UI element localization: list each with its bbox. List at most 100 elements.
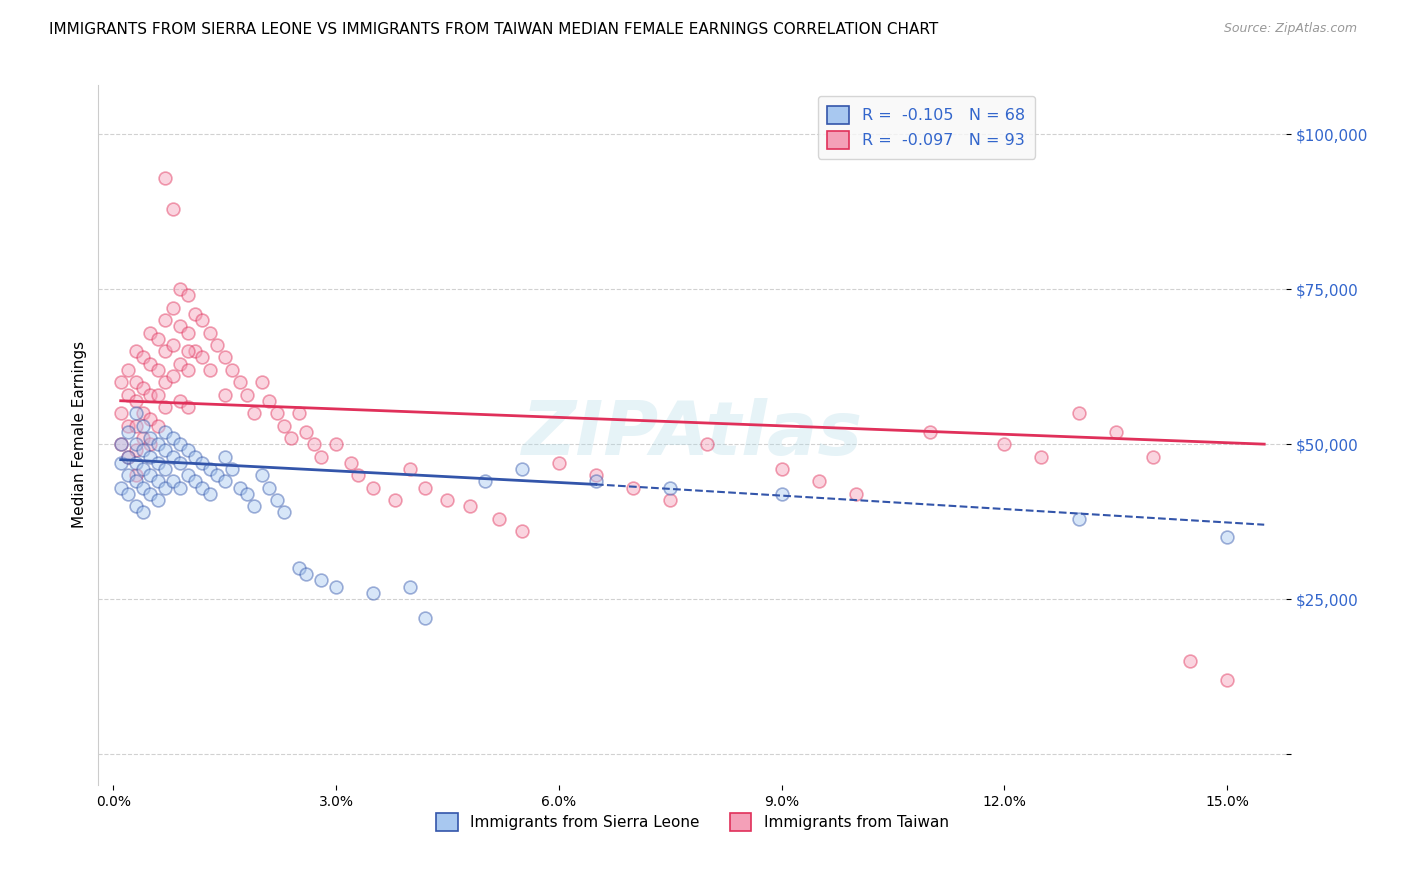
Point — [110, 406, 132, 420]
Point — [169, 393, 191, 408]
Point — [198, 486, 221, 500]
Point — [176, 344, 198, 359]
Point — [257, 481, 280, 495]
Point — [132, 431, 155, 445]
Point — [155, 375, 177, 389]
Point — [110, 456, 132, 470]
Point — [1067, 511, 1090, 525]
Point — [184, 344, 207, 359]
Point — [184, 307, 207, 321]
Point — [139, 437, 162, 451]
Point — [110, 375, 132, 389]
Point — [510, 524, 533, 538]
Point — [214, 475, 236, 489]
Point — [1067, 406, 1090, 420]
Point — [162, 431, 184, 445]
Point — [155, 400, 177, 414]
Point — [236, 486, 259, 500]
Point — [124, 475, 146, 489]
Point — [146, 387, 169, 401]
Point — [250, 468, 273, 483]
Point — [243, 499, 266, 513]
Point — [458, 499, 481, 513]
Point — [117, 486, 139, 500]
Text: Source: ZipAtlas.com: Source: ZipAtlas.com — [1223, 22, 1357, 36]
Point — [920, 425, 942, 439]
Point — [280, 431, 302, 445]
Point — [124, 418, 146, 433]
Point — [325, 437, 347, 451]
Point — [257, 393, 280, 408]
Point — [807, 475, 830, 489]
Text: IMMIGRANTS FROM SIERRA LEONE VS IMMIGRANTS FROM TAIWAN MEDIAN FEMALE EARNINGS CO: IMMIGRANTS FROM SIERRA LEONE VS IMMIGRAN… — [49, 22, 938, 37]
Point — [155, 170, 177, 185]
Point — [139, 486, 162, 500]
Point — [124, 393, 146, 408]
Point — [117, 418, 139, 433]
Point — [325, 580, 347, 594]
Point — [309, 450, 332, 464]
Point — [221, 363, 243, 377]
Point — [146, 456, 169, 470]
Point — [162, 338, 184, 352]
Point — [361, 481, 384, 495]
Point — [273, 505, 295, 519]
Point — [207, 338, 229, 352]
Point — [198, 462, 221, 476]
Point — [132, 418, 155, 433]
Point — [302, 437, 325, 451]
Point — [139, 450, 162, 464]
Point — [228, 375, 250, 389]
Point — [340, 456, 363, 470]
Point — [169, 282, 191, 296]
Text: ZIPAtlas: ZIPAtlas — [522, 399, 863, 471]
Point — [288, 561, 311, 575]
Point — [146, 437, 169, 451]
Point — [146, 475, 169, 489]
Point — [309, 574, 332, 588]
Point — [191, 456, 214, 470]
Point — [696, 437, 718, 451]
Point — [124, 406, 146, 420]
Point — [413, 481, 436, 495]
Point — [132, 481, 155, 495]
Point — [146, 363, 169, 377]
Point — [124, 375, 146, 389]
Point — [236, 387, 259, 401]
Point — [155, 462, 177, 476]
Point — [110, 481, 132, 495]
Point — [169, 437, 191, 451]
Point — [139, 431, 162, 445]
Point — [132, 351, 155, 365]
Point — [1178, 654, 1201, 668]
Point — [117, 450, 139, 464]
Point — [436, 492, 458, 507]
Point — [146, 492, 169, 507]
Point — [139, 387, 162, 401]
Point — [176, 326, 198, 340]
Point — [169, 481, 191, 495]
Point — [770, 486, 793, 500]
Point — [155, 443, 177, 458]
Point — [1216, 673, 1239, 687]
Point — [124, 443, 146, 458]
Point — [117, 387, 139, 401]
Point — [585, 475, 607, 489]
Point — [1142, 450, 1164, 464]
Point — [146, 418, 169, 433]
Point — [228, 481, 250, 495]
Point — [191, 351, 214, 365]
Point — [132, 406, 155, 420]
Point — [110, 437, 132, 451]
Point — [288, 406, 311, 420]
Point — [184, 450, 207, 464]
Point — [361, 586, 384, 600]
Point — [266, 492, 288, 507]
Point — [585, 468, 607, 483]
Point — [1105, 425, 1128, 439]
Point — [176, 443, 198, 458]
Point — [124, 456, 146, 470]
Point — [132, 505, 155, 519]
Point — [488, 511, 510, 525]
Point — [191, 481, 214, 495]
